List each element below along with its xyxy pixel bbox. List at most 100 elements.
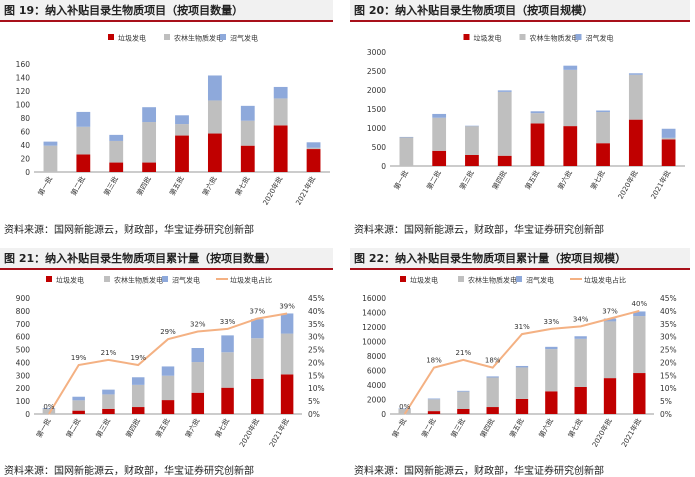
data-label: 18% <box>485 357 501 365</box>
data-label: 29% <box>160 328 176 336</box>
bar-segment <box>427 398 441 400</box>
data-label: 21% <box>456 349 472 357</box>
chart-title: 图 20：纳入补贴目录生物质项目（按项目规模） <box>350 0 690 22</box>
legend-label: 沼气发电 <box>230 34 258 43</box>
y2-tick-label: 25% <box>308 346 325 355</box>
y2-tick-label: 45% <box>308 294 325 303</box>
source-note: 资料来源：国网新能源云，财政部，华宝证券研究创新部 <box>354 466 604 477</box>
y-tick-label: 160 <box>16 60 31 69</box>
bar-segment <box>432 150 447 166</box>
bar-segment <box>221 335 234 353</box>
bar-segment <box>142 107 157 123</box>
bar-segment <box>161 375 175 401</box>
legend-swatch <box>108 34 114 40</box>
bar-segment <box>102 389 115 395</box>
x-tick-label: 第七批 <box>213 417 231 440</box>
legend-swatch <box>519 34 526 40</box>
x-tick-label: 第四批 <box>490 169 508 192</box>
bar-segment <box>497 91 512 156</box>
bar-segment <box>628 119 643 166</box>
x-tick-label: 第七批 <box>566 417 584 440</box>
x-tick-label: 第一批 <box>390 417 408 440</box>
bar-segment <box>240 145 255 172</box>
y-tick-label: 300 <box>16 371 31 380</box>
bar-segment <box>596 143 610 166</box>
bar-segment <box>273 86 288 99</box>
bar-segment <box>109 140 124 163</box>
source-note: 资料来源：国网新能源云，财政部，华宝证券研究创新部 <box>354 225 604 236</box>
share-line <box>48 312 288 415</box>
share-line <box>403 309 640 415</box>
bar-segment <box>102 394 115 409</box>
bar-segment <box>530 113 545 124</box>
y-tick-label: 0 <box>381 410 386 419</box>
x-tick-label: 第六批 <box>537 417 555 440</box>
bar-segment <box>432 113 447 118</box>
y2-tick-label: 5% <box>308 397 320 406</box>
legend-swatch <box>516 276 522 282</box>
legend-swatch <box>104 276 110 282</box>
y-tick-label: 8000 <box>367 352 386 361</box>
legend-label: 农林生物质发电 <box>114 276 163 285</box>
bar-segment <box>398 408 411 409</box>
bar-segment <box>574 386 587 414</box>
legend-swatch <box>463 34 470 40</box>
bar-segment <box>131 407 145 414</box>
bar-segment <box>161 366 175 376</box>
bar-segment <box>628 73 643 75</box>
y2-tick-label: 30% <box>308 333 325 342</box>
bar-segment <box>191 362 205 393</box>
y-tick-label: 2000 <box>367 86 386 95</box>
source-note: 资料来源：国网新能源云，财政部，华宝证券研究创新部 <box>4 225 254 236</box>
data-label: 37% <box>250 308 266 316</box>
x-tick-label: 第四批 <box>135 175 153 198</box>
legend-swatch <box>164 34 170 40</box>
panel-fig19: 图 19：纳入补贴目录生物质项目（按项目数量） 0 20 40 60 80 100 120 1… <box>0 0 340 238</box>
bar-segment <box>633 373 646 414</box>
y2-tick-label: 40% <box>660 307 677 316</box>
data-label: 0% <box>43 403 54 411</box>
y2-tick-label: 20% <box>308 358 325 367</box>
legend-swatch <box>400 276 406 282</box>
bar-segment <box>142 122 157 163</box>
y2-tick-label: 0% <box>660 410 672 419</box>
x-tick-label: 第五批 <box>153 417 171 440</box>
x-tick-label: 第六批 <box>183 417 201 440</box>
x-tick-label: 第二批 <box>69 175 87 198</box>
legend-label: 沼气发电 <box>586 34 614 43</box>
x-tick-label: 2020年批 <box>616 169 640 201</box>
x-tick-label: 第一批 <box>392 169 410 192</box>
bar-segment <box>497 90 512 92</box>
bar-segment <box>432 117 447 151</box>
bar-segment <box>596 110 610 113</box>
bar-segment <box>221 387 234 414</box>
bar-segment <box>72 400 85 411</box>
legend-label: 农林生物质发电 <box>468 276 517 285</box>
legend-label: 垃圾发电占比 <box>230 276 272 285</box>
legend-swatch <box>575 34 582 40</box>
bar-segment <box>72 410 85 414</box>
bar-segment <box>574 336 587 339</box>
bar-segment <box>280 313 294 334</box>
bar-segment <box>515 367 529 399</box>
x-tick-label: 2021年批 <box>619 417 643 449</box>
x-tick-label: 第二批 <box>64 417 82 440</box>
bar-segment <box>280 374 294 414</box>
bar-segment <box>515 365 529 368</box>
bar-segment <box>486 407 499 414</box>
y-tick-label: 4000 <box>367 381 386 390</box>
x-tick-label: 2020年批 <box>237 417 261 449</box>
y2-tick-label: 5% <box>660 397 672 406</box>
bar-segment <box>563 69 578 127</box>
x-tick-label: 第五批 <box>167 175 185 198</box>
y-tick-label: 12000 <box>362 323 386 332</box>
x-tick-label: 第七批 <box>588 168 606 191</box>
bar-segment <box>661 137 676 140</box>
data-label: 31% <box>514 323 530 331</box>
data-label: 33% <box>544 318 560 326</box>
chart-fig22: 0 2000 4000 6000 8000 10000 12000 14000 16000 0% 5… <box>362 276 677 449</box>
bar-segment <box>42 408 56 409</box>
bar-segment <box>465 126 479 155</box>
y-tick-label: 3000 <box>367 48 386 57</box>
bar-segment <box>72 396 85 401</box>
